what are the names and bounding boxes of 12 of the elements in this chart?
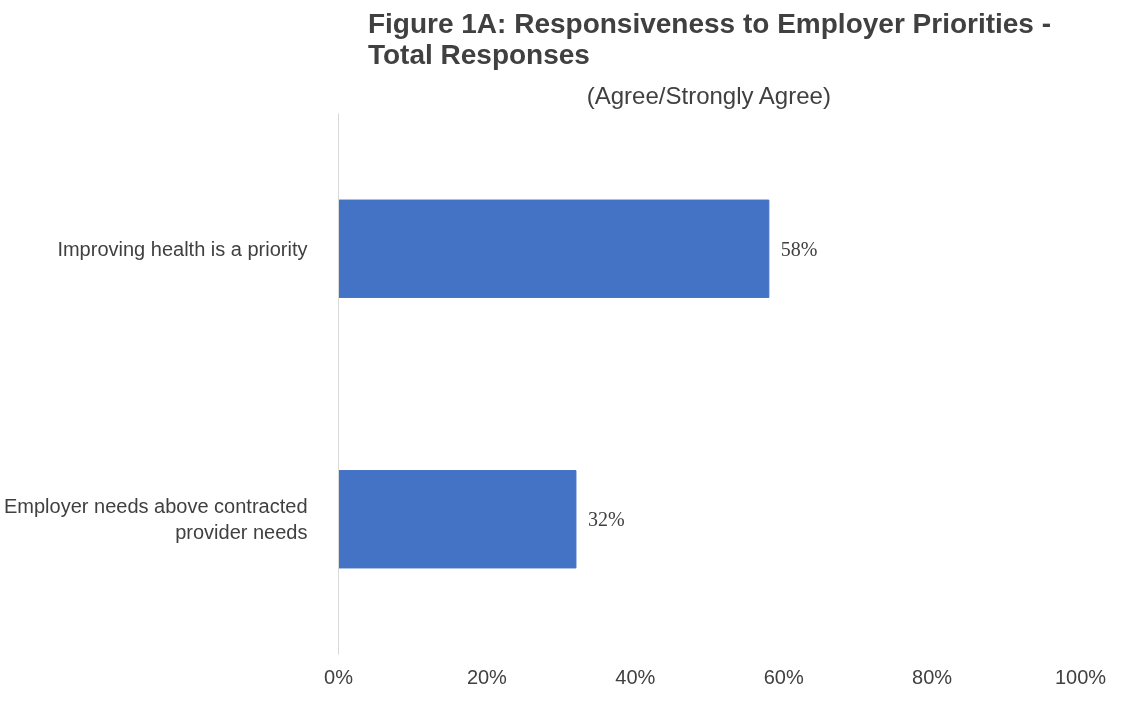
x-tick-label: 40%	[615, 665, 656, 688]
y-tick-label: Employer needs above contracted provider needs	[3, 495, 308, 544]
data-label: 58%	[780, 237, 818, 260]
x-tick-label: 20%	[466, 665, 508, 688]
x-tick-label: 0%	[324, 665, 354, 688]
data-label: 32%	[587, 508, 625, 531]
x-tick-label: 60%	[763, 665, 804, 688]
chart-subtitle: (Agree/Strongly Agree)	[586, 81, 831, 109]
y-tick-label: Improving health is a priority	[57, 237, 308, 260]
chart-title: Figure 1A: Responsiveness to Employer Priorities - Total Responses	[367, 7, 1052, 70]
x-tick-label: 80%	[912, 665, 953, 688]
x-tick-label: 100%	[1054, 665, 1107, 688]
